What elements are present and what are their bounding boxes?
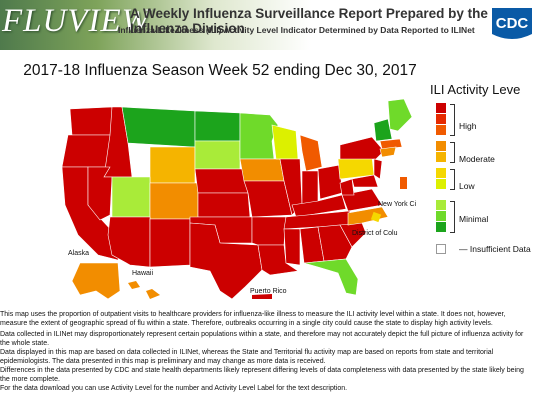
legend-bracket-minimal xyxy=(450,201,455,233)
state-nevada[interactable] xyxy=(87,166,113,221)
state-missouri[interactable] xyxy=(243,180,293,218)
legend-swatch-level-2 xyxy=(436,211,446,221)
legend-swatch-level-6 xyxy=(436,152,446,162)
state-wisconsin[interactable] xyxy=(271,124,299,160)
note-4: Differences in the data presented by CDC… xyxy=(0,367,524,383)
legend-swatch-level-10 xyxy=(436,103,446,113)
state-mississippi[interactable] xyxy=(283,228,301,266)
label-hawaii: Hawaii xyxy=(132,270,153,277)
legend-label-minimal: Minimal xyxy=(459,214,489,224)
state-massachusetts[interactable] xyxy=(379,138,403,150)
label-alaska: Alaska xyxy=(68,250,89,257)
header-banner: FLUVIEW A Weekly Influenza Surveillance … xyxy=(0,0,537,50)
state-arkansas[interactable] xyxy=(251,216,287,246)
header-subtitle: Influenza-Like Illness (ILI) Activity Le… xyxy=(118,25,475,35)
state-west-virginia[interactable] xyxy=(339,178,355,196)
state-florida[interactable] xyxy=(303,258,359,296)
note-3: Data displayed in this map are based on … xyxy=(0,349,494,365)
legend-swatch-level-1 xyxy=(436,222,446,232)
legend-swatch-level-8 xyxy=(436,125,446,135)
page-title: 2017-18 Influenza Season Week 52 ending … xyxy=(23,62,417,79)
state-kansas[interactable] xyxy=(197,192,251,218)
legend-swatch-level-3 xyxy=(436,200,446,210)
state-michigan[interactable] xyxy=(299,134,323,172)
state-wyoming[interactable] xyxy=(149,146,196,184)
state-south-dakota[interactable] xyxy=(194,140,241,170)
state-new-jersey[interactable] xyxy=(373,158,383,180)
state-new-mexico[interactable] xyxy=(149,218,191,268)
legend-swatch-level-9 xyxy=(436,114,446,124)
state-georgia[interactable] xyxy=(317,224,353,262)
note-2: Data collected in ILINet may disproporti… xyxy=(0,331,524,347)
legend-label-insufficient: — Insufficient Data xyxy=(459,244,531,254)
state-colorado[interactable] xyxy=(149,182,199,220)
cdc-logo[interactable]: CDC xyxy=(490,4,534,44)
state-utah[interactable] xyxy=(111,176,151,218)
state-minnesota[interactable] xyxy=(239,112,279,160)
note-1: This map uses the proportion of outpatie… xyxy=(0,311,506,327)
state-new-york[interactable] xyxy=(339,136,385,160)
label-puerto-rico: Puerto Rico xyxy=(250,288,287,295)
legend-swatch-level-5 xyxy=(436,168,446,178)
state-kentucky[interactable] xyxy=(291,194,347,218)
svg-text:CDC: CDC xyxy=(496,15,529,32)
state-hawaii[interactable] xyxy=(128,281,160,299)
label-district-of-columbia: District of Colu xyxy=(352,230,398,237)
district-of-columbia-marker[interactable] xyxy=(370,211,382,223)
state-washington[interactable] xyxy=(69,106,113,136)
legend-label-moderate: Moderate xyxy=(459,154,495,164)
fluview-logo: FLUVIEW xyxy=(2,3,151,39)
legend-swatch-level-7 xyxy=(436,141,446,151)
puerto-rico[interactable] xyxy=(252,294,272,299)
state-montana[interactable] xyxy=(121,106,196,148)
state-texas[interactable] xyxy=(189,222,263,300)
state-indiana[interactable] xyxy=(301,170,319,206)
legend-swatch-insufficient xyxy=(436,244,446,254)
legend-label-high: High xyxy=(459,121,477,131)
us-ili-map: Alaska Hawaii New York Ci Puerto Rico Di… xyxy=(61,98,417,300)
state-north-dakota[interactable] xyxy=(194,110,241,142)
state-maryland[interactable] xyxy=(351,174,379,188)
state-connecticut-ri[interactable] xyxy=(379,146,397,158)
note-5: For the data download you can use Activi… xyxy=(0,385,348,392)
legend-title: ILI Activity Leve xyxy=(430,82,521,97)
label-new-york-city: New York Ci xyxy=(378,201,417,208)
state-maine[interactable] xyxy=(387,98,413,132)
state-iowa[interactable] xyxy=(239,158,285,182)
legend-label-low: Low xyxy=(459,181,475,191)
new-york-city-marker[interactable] xyxy=(400,177,407,189)
state-arizona[interactable] xyxy=(107,216,151,268)
legend-bracket-low xyxy=(450,169,455,190)
state-oregon[interactable] xyxy=(61,134,113,168)
state-nebraska[interactable] xyxy=(194,168,249,194)
state-vermont-nh[interactable] xyxy=(373,118,393,142)
state-alaska[interactable] xyxy=(71,262,121,300)
legend-swatch-level-4 xyxy=(436,179,446,189)
state-louisiana[interactable] xyxy=(257,244,299,276)
legend-bracket-moderate xyxy=(450,142,455,163)
state-ohio[interactable] xyxy=(317,164,343,200)
header-title: A Weekly Influenza Surveillance Report P… xyxy=(130,6,488,36)
legend-bracket-high xyxy=(450,104,455,136)
